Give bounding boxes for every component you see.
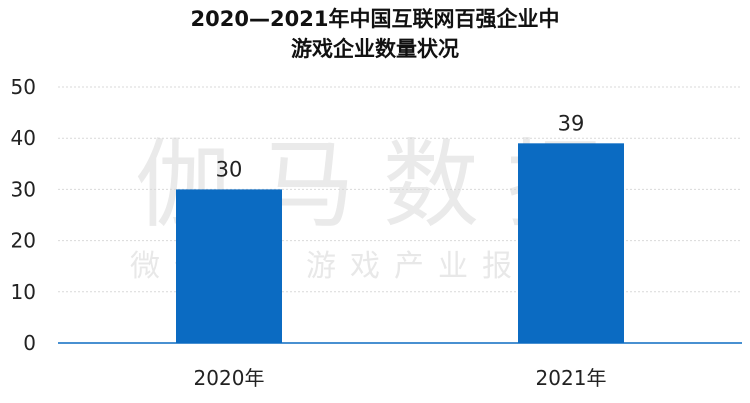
bar-data-label: 30 bbox=[216, 157, 243, 181]
bars bbox=[176, 143, 624, 343]
y-tick-label: 10 bbox=[11, 280, 36, 304]
y-tick-label: 50 bbox=[11, 75, 36, 99]
chart-title-line2: 游戏企业数量状况 bbox=[291, 37, 459, 61]
bar-data-label: 39 bbox=[558, 111, 585, 135]
y-tick-label: 0 bbox=[23, 331, 36, 355]
y-tick-label: 20 bbox=[11, 229, 36, 253]
y-axis-ticks: 0 10 20 30 40 50 bbox=[11, 75, 36, 355]
bar bbox=[176, 189, 282, 343]
x-category-label: 2021年 bbox=[536, 366, 607, 390]
bar bbox=[518, 143, 624, 343]
chart-title-line1: 2020—2021年中国互联网百强企业中 bbox=[190, 7, 560, 31]
x-category-label: 2020年 bbox=[194, 366, 265, 390]
data-labels: 30 39 bbox=[216, 111, 585, 181]
gridlines bbox=[58, 86, 742, 293]
y-tick-label: 40 bbox=[11, 126, 36, 150]
x-axis-categories: 2020年 2021年 bbox=[194, 366, 607, 390]
y-tick-label: 30 bbox=[11, 177, 36, 201]
